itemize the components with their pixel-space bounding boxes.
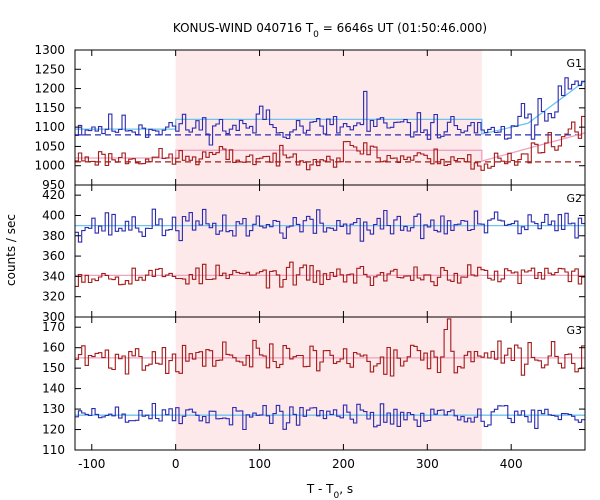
y-tick-label: 170 — [42, 320, 65, 334]
y-tick-label: 380 — [42, 229, 65, 243]
x-tick-label: 200 — [332, 457, 355, 471]
panel-label: G2 — [566, 192, 582, 205]
burst-interval-band — [175, 185, 482, 317]
panel-frame — [74, 316, 586, 451]
y-tick-label: 120 — [42, 423, 65, 437]
y-axis-label: counts / sec — [4, 214, 18, 286]
y-tick-label: 110 — [42, 443, 65, 457]
panel-g1: 950 1000 1050 1100 1150 1200 1250 1300 G1 — [34, 43, 586, 192]
panels: 9501000105011001150120012501300G13003203… — [34, 43, 586, 457]
x-tick-label: 0 — [172, 457, 180, 471]
x-tick-label: 400 — [500, 457, 523, 471]
y-tick-label: 1200 — [34, 82, 65, 96]
x-axis-label: T - T0, s — [306, 482, 353, 500]
histogram-high — [75, 208, 585, 243]
histogram-high — [75, 77, 585, 146]
burst-interval-band — [175, 50, 482, 185]
x-tick-label: -100 — [78, 457, 105, 471]
y-tick-label: 1000 — [34, 159, 65, 173]
panel-g2: 300 320 340 360 380 400 420 G2 — [42, 184, 586, 324]
y-tick-label: 950 — [42, 178, 65, 192]
y-tick-label: 1100 — [34, 120, 65, 134]
x-tick-label: 300 — [416, 457, 439, 471]
panel-label: G3 — [566, 324, 582, 337]
y-tick-label: 320 — [42, 290, 65, 304]
histogram-low — [75, 261, 585, 289]
y-tick-label: 1150 — [34, 101, 65, 115]
y-tick-label: 130 — [42, 402, 65, 416]
histogram-low — [75, 115, 585, 171]
panel-label: G1 — [566, 57, 582, 70]
y-tick-label: 340 — [42, 269, 65, 283]
y-tick-label: 1050 — [34, 139, 65, 153]
x-tick-label: 100 — [248, 457, 271, 471]
chart-title: KONUS-WIND 040716 T0 = 6646s UT (01:50:4… — [173, 21, 487, 40]
histogram-low — [75, 318, 585, 377]
y-tick-label: 360 — [42, 249, 65, 263]
y-tick-label: 400 — [42, 208, 65, 222]
y-tick-label: 140 — [42, 382, 65, 396]
burst-interval-band — [175, 317, 482, 450]
y-tick-label: 150 — [42, 361, 65, 375]
x-axis-ticks: -100 0 100 200 300 400 — [78, 457, 522, 471]
panel-g3: 110 120 130 140 150 160 170 G3 — [42, 316, 586, 457]
y-tick-label: 1300 — [34, 43, 65, 57]
y-tick-label: 160 — [42, 341, 65, 355]
histogram-high — [75, 402, 585, 431]
y-tick-label: 420 — [42, 188, 65, 202]
y-tick-label: 300 — [42, 310, 65, 324]
y-tick-label: 1250 — [34, 62, 65, 76]
